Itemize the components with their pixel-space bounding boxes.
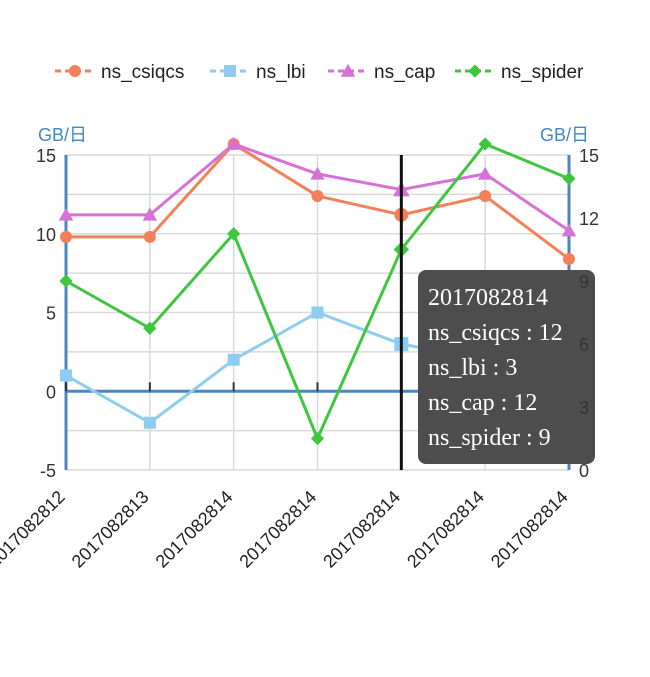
data-point[interactable] (143, 230, 156, 243)
data-point[interactable] (563, 252, 575, 265)
x-axis-ticks: 2017082812201708281320170828142017082814… (0, 487, 572, 572)
tooltip: 2017082814 ns_csiqcs : 12 ns_lbi : 3 ns_… (418, 270, 595, 464)
legend-marker (69, 65, 81, 77)
legend-marker (340, 63, 356, 77)
data-point[interactable] (227, 227, 241, 241)
data-point[interactable] (60, 230, 72, 243)
y-right-tick-label: 9 (579, 272, 589, 292)
data-point[interactable] (310, 166, 325, 180)
legend-marker (224, 65, 236, 77)
x-tick-label: 2017082814 (235, 487, 320, 572)
series-ns-csiqcs (60, 137, 575, 265)
y-left-tick-label: -5 (40, 461, 56, 481)
y-axis-right-ticks: 15 12 9 6 3 0 (579, 146, 599, 481)
data-point[interactable] (477, 166, 493, 180)
tooltip-line-ns-cap: ns_cap : 12 (428, 390, 537, 416)
legend-label: ns_cap (374, 62, 435, 83)
tooltip-line-ns-spider: ns_spider : 9 (428, 425, 551, 451)
x-tick-label: 2017082813 (68, 487, 153, 572)
y-right-tick-label: 15 (579, 146, 599, 166)
data-point[interactable] (310, 431, 325, 446)
data-point[interactable] (60, 369, 72, 382)
y-axis-left-unit: GB/日 (38, 125, 87, 145)
legend-label: ns_csiqcs (101, 62, 184, 83)
legend-marker (468, 64, 482, 78)
x-tick-label: 2017082814 (319, 487, 404, 572)
legend-item-ns-cap[interactable]: ns_cap (328, 62, 435, 83)
data-point[interactable] (478, 137, 492, 151)
legend-label: ns_lbi (256, 62, 306, 83)
tooltip-title: 2017082814 (428, 285, 548, 311)
data-point[interactable] (142, 207, 158, 221)
data-point[interactable] (227, 353, 240, 366)
legend-item-ns-spider[interactable]: ns_spider (455, 62, 584, 83)
x-tick-label: 2017082814 (152, 487, 237, 572)
data-point[interactable] (143, 416, 156, 429)
tooltip-line-ns-lbi: ns_lbi : 3 (428, 355, 517, 381)
data-point[interactable] (58, 207, 74, 221)
data-point[interactable] (562, 172, 576, 186)
y-right-tick-label: 0 (579, 461, 589, 481)
legend-item-ns-csiqcs[interactable]: ns_csiqcs (55, 62, 184, 83)
y-right-tick-label: 6 (579, 335, 589, 355)
y-left-tick-label: 15 (36, 146, 56, 166)
y-left-tick-label: 5 (46, 304, 56, 324)
y-right-tick-label: 3 (579, 398, 589, 418)
y-axis-left-ticks: 15 10 5 0 -5 (36, 146, 56, 481)
x-tick-label: 2017082814 (487, 487, 572, 572)
data-point[interactable] (479, 189, 492, 202)
legend-label: ns_spider (501, 62, 584, 83)
tooltip-line-ns-csiqcs: ns_csiqcs : 12 (428, 320, 563, 346)
legend: ns_csiqcs ns_lbi ns_cap ns_spider (55, 62, 584, 83)
data-point[interactable] (311, 306, 324, 319)
legend-item-ns-lbi[interactable]: ns_lbi (210, 62, 306, 83)
tooltip-background (418, 270, 595, 464)
y-axis-right-unit: GB/日 (540, 125, 589, 145)
x-tick-label: 2017082812 (0, 487, 69, 572)
data-point[interactable] (59, 274, 73, 288)
data-point[interactable] (226, 136, 241, 150)
x-tick-label: 2017082814 (403, 487, 488, 572)
y-right-tick-label: 12 (579, 209, 599, 229)
data-point[interactable] (143, 321, 157, 335)
y-left-tick-label: 0 (46, 382, 56, 402)
series-ns-spider (59, 137, 576, 446)
data-point[interactable] (561, 223, 577, 237)
data-point[interactable] (311, 189, 324, 202)
y-left-tick-label: 10 (36, 225, 56, 245)
